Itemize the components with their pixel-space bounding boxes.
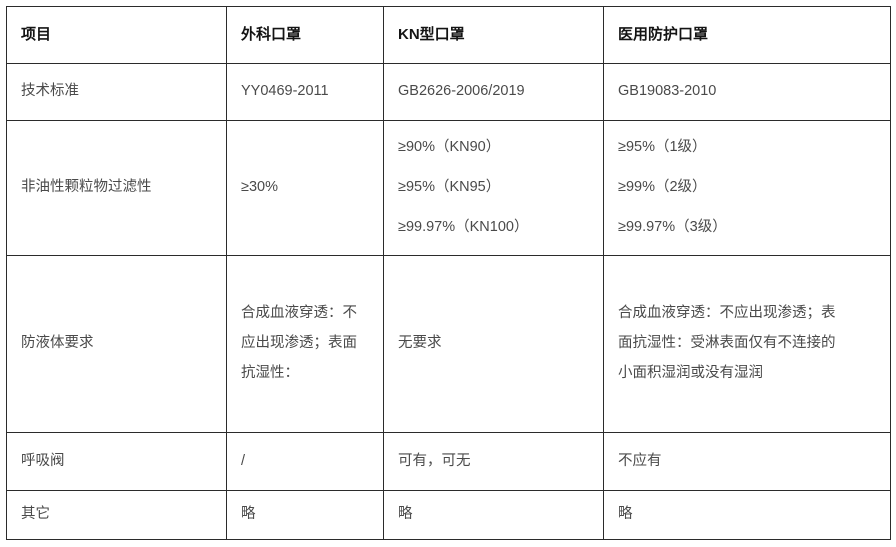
cell-surgical-other: 略 xyxy=(226,490,384,540)
table-row-technical-standard: 技术标准 YY0469-2011 GB2626-2006/2019 GB1908… xyxy=(6,63,891,121)
cell-text-line: 面抗湿性：受淋表面仅有不连接的 xyxy=(618,335,836,352)
cell-text: YY0469-2011 xyxy=(241,83,329,100)
cell-text: 略 xyxy=(241,506,256,523)
cell-text: ≥30% xyxy=(241,179,278,196)
table-header: 项目 外科口罩 KN型口罩 医用防护口罩 xyxy=(6,6,891,64)
cell-kn-filtration: ≥90%（KN90） ≥95%（KN95） ≥99.97%（KN100） xyxy=(383,120,604,256)
cell-text-group: 合成血液穿透：不 应出现渗透；表面 抗湿性： xyxy=(241,299,369,388)
row-label-filtration: 非油性颗粒物过滤性 xyxy=(6,120,227,256)
cell-text-line: 合成血液穿透：不应出现渗透；表 xyxy=(618,305,836,322)
cell-text-line: ≥90%（KN90） xyxy=(398,139,501,156)
cell-text-line: 小面积湿润或没有湿润 xyxy=(618,364,763,381)
cell-text-line: ≥99%（2级） xyxy=(618,179,707,196)
cell-medical-liquid-barrier: 合成血液穿透：不应出现渗透；表 面抗湿性：受淋表面仅有不连接的 小面积湿润或没有… xyxy=(603,255,891,433)
row-label-exhalation-valve: 呼吸阀 xyxy=(6,432,227,491)
cell-text-line: ≥95%（1级） xyxy=(618,139,707,156)
cell-text: GB2626-2006/2019 xyxy=(398,83,525,100)
cell-text: 略 xyxy=(618,506,633,523)
cell-text-line: 合成血液穿透：不 xyxy=(241,305,357,322)
cell-medical-filtration: ≥95%（1级） ≥99%（2级） ≥99.97%（3级） xyxy=(603,120,891,256)
cell-text: 无要求 xyxy=(398,335,442,352)
mask-comparison-table: 项目 外科口罩 KN型口罩 医用防护口罩 技术标准 YY0469-2011 GB… xyxy=(6,6,891,540)
cell-surgical-technical-standard: YY0469-2011 xyxy=(226,63,384,121)
cell-text-group: 合成血液穿透：不应出现渗透；表 面抗湿性：受淋表面仅有不连接的 小面积湿润或没有… xyxy=(618,299,876,388)
cell-surgical-exhalation-valve: / xyxy=(226,432,384,491)
cell-medical-technical-standard: GB19083-2010 xyxy=(603,63,891,121)
cell-surgical-filtration: ≥30% xyxy=(226,120,384,256)
table-row-liquid-barrier: 防液体要求 合成血液穿透：不 应出现渗透；表面 抗湿性： 无要求 合成血液穿透：… xyxy=(6,255,891,433)
cell-medical-other: 略 xyxy=(603,490,891,540)
cell-text-line: ≥99.97%（3级） xyxy=(618,218,727,235)
column-header-item: 项目 xyxy=(6,6,227,64)
cell-text-group: ≥95%（1级） ≥99%（2级） ≥99.97%（3级） xyxy=(618,137,876,238)
cell-text-line: ≥95%（KN95） xyxy=(398,179,501,196)
cell-medical-exhalation-valve: 不应有 xyxy=(603,432,891,491)
cell-kn-liquid-barrier: 无要求 xyxy=(383,255,604,433)
cell-text: 可有，可无 xyxy=(398,452,471,469)
table-body: 技术标准 YY0469-2011 GB2626-2006/2019 GB1908… xyxy=(6,63,891,540)
cell-text-line: ≥99.97%（KN100） xyxy=(398,218,529,235)
cell-kn-other: 略 xyxy=(383,490,604,540)
cell-text: GB19083-2010 xyxy=(618,83,717,100)
cell-text-line: 应出现渗透；表面 xyxy=(241,335,357,352)
table-row-other: 其它 略 略 略 xyxy=(6,490,891,540)
column-header-medical: 医用防护口罩 xyxy=(603,6,891,64)
table-row-filtration: 非油性颗粒物过滤性 ≥30% ≥90%（KN90） ≥95%（KN95） ≥99… xyxy=(6,120,891,256)
column-header-kn: KN型口罩 xyxy=(383,6,604,64)
cell-kn-exhalation-valve: 可有，可无 xyxy=(383,432,604,491)
cell-text: 略 xyxy=(398,506,413,523)
row-label-technical-standard: 技术标准 xyxy=(6,63,227,121)
cell-text: / xyxy=(241,452,246,469)
header-row: 项目 外科口罩 KN型口罩 医用防护口罩 xyxy=(6,6,891,64)
column-header-surgical: 外科口罩 xyxy=(226,6,384,64)
cell-text-line: 抗湿性： xyxy=(241,364,299,381)
table-row-exhalation-valve: 呼吸阀 / 可有，可无 不应有 xyxy=(6,432,891,491)
cell-kn-technical-standard: GB2626-2006/2019 xyxy=(383,63,604,121)
row-label-other: 其它 xyxy=(6,490,227,540)
cell-text-group: ≥90%（KN90） ≥95%（KN95） ≥99.97%（KN100） xyxy=(398,137,589,238)
cell-text: 不应有 xyxy=(618,452,662,469)
cell-surgical-liquid-barrier: 合成血液穿透：不 应出现渗透；表面 抗湿性： xyxy=(226,255,384,433)
row-label-liquid-barrier: 防液体要求 xyxy=(6,255,227,433)
